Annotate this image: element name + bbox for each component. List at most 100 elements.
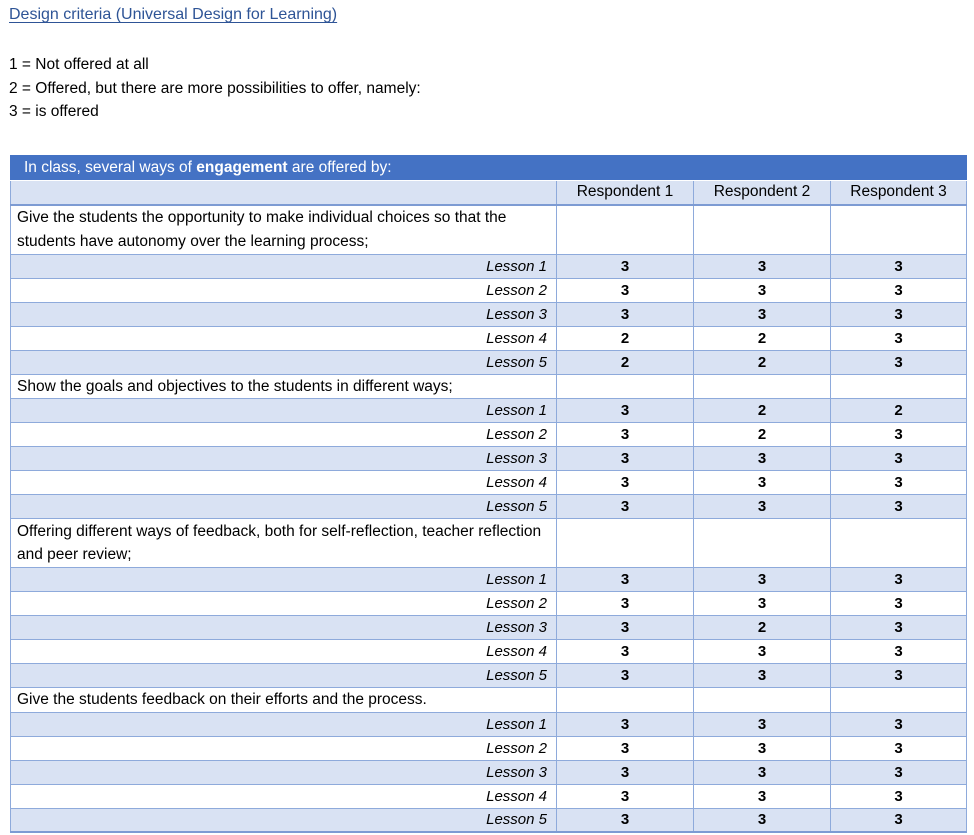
- score-cell: 3: [556, 807, 694, 833]
- criterion-row: Give the students feedback on their effo…: [10, 687, 968, 713]
- score-cell: 3: [829, 422, 968, 447]
- lesson-label-cell: Lesson 3: [10, 446, 557, 471]
- banner-text-prefix: In class, several ways of: [24, 158, 197, 176]
- empty-score-cell: [829, 373, 968, 399]
- score-cell: 3: [556, 277, 694, 303]
- lesson-label-cell: Lesson 1: [10, 567, 557, 592]
- score-cell: 3: [829, 735, 968, 761]
- banner-text-suffix: are offered by:: [287, 158, 392, 176]
- score-cell: 3: [693, 470, 831, 495]
- score-cell: 3: [556, 567, 694, 592]
- legend-line-3: 3 = is offered: [9, 103, 99, 120]
- score-cell: 3: [556, 301, 694, 327]
- lesson-label-cell: Lesson 4: [10, 783, 557, 809]
- lesson-label-cell: Lesson 3: [10, 759, 557, 785]
- score-cell: 3: [829, 807, 968, 833]
- score-cell: 3: [693, 759, 831, 785]
- score-cell: 3: [693, 446, 831, 471]
- empty-score-cell: [693, 518, 831, 568]
- score-cell: 3: [556, 398, 694, 423]
- score-cell: 3: [556, 783, 694, 809]
- score-cell: 3: [693, 783, 831, 809]
- empty-score-cell: [829, 204, 968, 255]
- lesson-label-cell: Lesson 5: [10, 349, 557, 375]
- lesson-label-cell: Lesson 4: [10, 325, 557, 351]
- lesson-label-cell: Lesson 5: [10, 494, 557, 519]
- criterion-cell: Give the students feedback on their effo…: [10, 687, 557, 713]
- score-cell: 3: [829, 615, 968, 640]
- column-header-row: Respondent 1 Respondent 2 Respondent 3: [10, 179, 968, 206]
- score-cell: 3: [556, 253, 694, 279]
- lesson-label-cell: Lesson 1: [10, 398, 557, 423]
- score-cell: 3: [829, 349, 968, 375]
- column-header-respondent-1: Respondent 1: [556, 179, 694, 206]
- empty-header-cell: [10, 179, 557, 206]
- lesson-label-cell: Lesson 3: [10, 615, 557, 640]
- score-cell: 3: [693, 277, 831, 303]
- criterion-row: Show the goals and objectives to the stu…: [10, 373, 968, 399]
- score-cell: 3: [556, 470, 694, 495]
- score-cell: 3: [556, 446, 694, 471]
- score-cell: 3: [556, 639, 694, 664]
- lesson-label-cell: Lesson 2: [10, 735, 557, 761]
- column-header-respondent-3: Respondent 3: [829, 179, 968, 206]
- lesson-label-cell: Lesson 5: [10, 663, 557, 688]
- score-cell: 3: [693, 494, 831, 519]
- score-cell: 3: [693, 663, 831, 688]
- lesson-label-cell: Lesson 2: [10, 591, 557, 616]
- empty-score-cell: [556, 687, 694, 713]
- score-cell: 3: [829, 567, 968, 592]
- score-cell: 3: [693, 735, 831, 761]
- legend-line-2: 2 = Offered, but there are more possibil…: [9, 79, 421, 97]
- score-cell: 2: [829, 398, 968, 423]
- score-cell: 2: [693, 325, 831, 351]
- score-cell: 3: [829, 639, 968, 664]
- score-cell: 3: [829, 446, 968, 471]
- criterion-cell: Show the goals and objectives to the stu…: [10, 373, 557, 399]
- score-cell: 3: [693, 711, 831, 737]
- score-cell: 3: [556, 591, 694, 616]
- empty-score-cell: [693, 373, 831, 399]
- score-cell: 3: [693, 253, 831, 279]
- title-link[interactable]: Design criteria (Universal Design for Le…: [9, 6, 338, 23]
- criterion-cell: Give the students the opportunity to mak…: [10, 204, 557, 255]
- score-cell: 3: [829, 277, 968, 303]
- lesson-label-cell: Lesson 4: [10, 470, 557, 495]
- score-cell: 2: [693, 349, 831, 375]
- score-cell: 3: [556, 735, 694, 761]
- score-cell: 2: [693, 398, 831, 423]
- score-cell: 3: [556, 759, 694, 785]
- score-cell: 3: [556, 711, 694, 737]
- score-cell: 3: [556, 663, 694, 688]
- empty-score-cell: [556, 204, 694, 255]
- table-banner-row: In class, several ways of engagement are…: [9, 154, 968, 181]
- criterion-row: Give the students the opportunity to mak…: [10, 204, 968, 255]
- score-cell: 2: [556, 349, 694, 375]
- empty-score-cell: [556, 518, 694, 568]
- lesson-label-cell: Lesson 3: [10, 301, 557, 327]
- lesson-label-cell: Lesson 1: [10, 711, 557, 737]
- criterion-cell: Offering different ways of feedback, bot…: [10, 518, 557, 568]
- score-cell: 3: [693, 807, 831, 833]
- empty-score-cell: [693, 204, 831, 255]
- score-cell: 3: [556, 615, 694, 640]
- score-cell: 3: [693, 591, 831, 616]
- empty-score-cell: [829, 687, 968, 713]
- udl-engagement-table: In class, several ways of engagement are…: [9, 154, 968, 833]
- empty-score-cell: [829, 518, 968, 568]
